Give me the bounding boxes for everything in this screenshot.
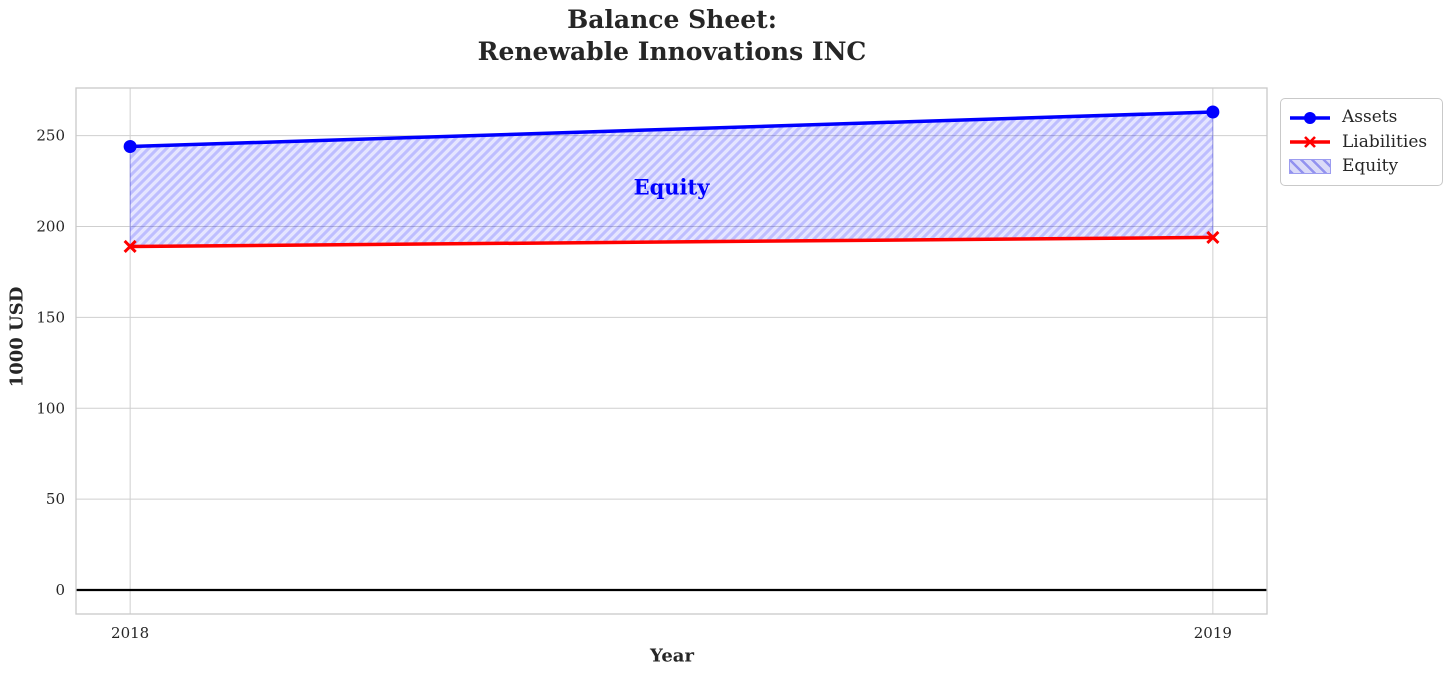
legend-label-equity: Equity — [1342, 155, 1399, 176]
equity-patch-icon — [1289, 158, 1331, 174]
legend-item-assets: Assets — [1289, 109, 1434, 126]
assets-marker — [123, 140, 137, 154]
plot-border — [75, 87, 1268, 615]
legend-item-equity: Equity — [1289, 155, 1434, 176]
legend: Assets Liabilities Equity — [1280, 98, 1443, 186]
legend-label-assets: Assets — [1342, 107, 1398, 128]
x-tick-label: 2019 — [1194, 624, 1232, 642]
liabilities-marker — [1206, 230, 1220, 244]
x-tick-label: 2018 — [111, 624, 149, 642]
liabilities-line-marker-icon — [1290, 136, 1330, 148]
assets-line — [130, 110, 1213, 149]
y-tick-label: 150 — [36, 308, 65, 326]
assets-line-marker-icon — [1290, 111, 1330, 124]
legend-item-liabilities: Liabilities — [1289, 131, 1434, 152]
y-tick-label: 50 — [46, 490, 65, 508]
y-tick-label: 0 — [55, 581, 65, 599]
legend-label-liabilities: Liabilities — [1342, 131, 1428, 152]
x-axis-label: Year — [650, 645, 694, 667]
chart-title: Balance Sheet: Renewable Innovations INC — [477, 5, 867, 66]
y-tick-label: 200 — [36, 217, 65, 235]
liabilities-line — [130, 235, 1213, 249]
liabilities-marker — [123, 239, 137, 254]
y-tick-label: 100 — [36, 399, 65, 417]
equity-annotation: Equity — [633, 174, 710, 199]
assets-marker — [1206, 105, 1220, 119]
y-tick-label: 250 — [36, 127, 65, 145]
